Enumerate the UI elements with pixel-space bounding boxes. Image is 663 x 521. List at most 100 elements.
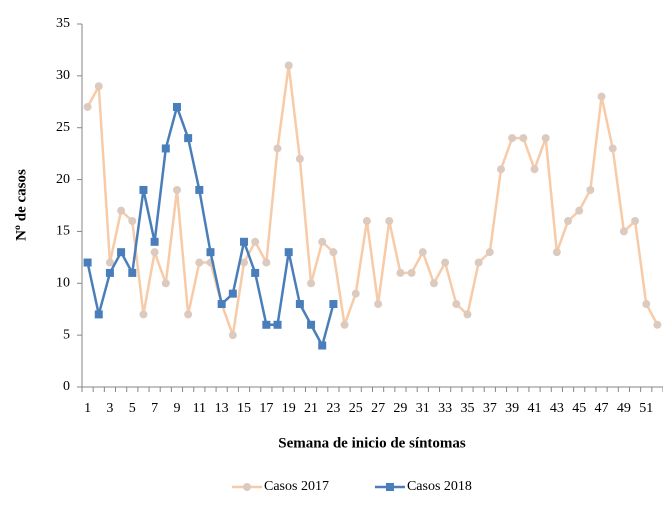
data-point [172, 185, 181, 194]
x-tick-label: 9 [173, 401, 180, 416]
data-point [418, 248, 427, 257]
x-tick-label: 15 [237, 401, 251, 416]
x-tick-label: 21 [304, 401, 318, 416]
data-point [273, 320, 282, 329]
legend-label: Casos 2018 [407, 479, 472, 494]
x-tick-label: 19 [282, 401, 296, 416]
data-point [307, 320, 316, 329]
data-point [105, 268, 114, 277]
x-tick-label: 47 [595, 401, 609, 416]
data-point [240, 237, 249, 246]
data-point [117, 248, 126, 257]
data-point [329, 300, 338, 309]
data-point [105, 258, 114, 267]
x-tick-label: 7 [151, 401, 158, 416]
data-point [541, 134, 550, 143]
x-tick-label: 17 [259, 401, 273, 416]
legend-label: Casos 2017 [264, 479, 329, 494]
data-point [374, 300, 383, 309]
data-point [117, 206, 126, 215]
data-point [240, 258, 249, 267]
data-point [284, 248, 293, 257]
data-point [530, 165, 539, 174]
data-point [351, 289, 360, 298]
x-tick-label: 49 [617, 401, 631, 416]
data-point [139, 310, 148, 319]
data-point [340, 320, 349, 329]
data-point [262, 320, 271, 329]
y-tick-label: 15 [56, 224, 70, 239]
data-point [441, 258, 450, 267]
x-tick-label: 27 [371, 401, 385, 416]
x-axis-label: Semana de inicio de síntomas [278, 435, 466, 451]
data-point [619, 227, 628, 236]
data-point [128, 217, 137, 226]
data-point [184, 134, 193, 143]
data-point [653, 320, 662, 329]
data-point [150, 237, 159, 246]
x-tick-label: 37 [483, 401, 497, 416]
data-point [318, 237, 327, 246]
data-point [128, 268, 137, 277]
x-tick-label: 43 [550, 401, 564, 416]
data-point [362, 217, 371, 226]
data-point [385, 217, 394, 226]
x-tick-label: 25 [349, 401, 363, 416]
data-point [195, 185, 204, 194]
y-tick-label: 10 [56, 276, 70, 291]
data-point [251, 268, 260, 277]
data-point [429, 279, 438, 288]
x-tick-label: 3 [106, 401, 113, 416]
x-tick-label: 39 [505, 401, 519, 416]
data-point [642, 300, 651, 309]
series-line [86, 105, 335, 347]
data-point [552, 248, 561, 257]
data-point [519, 134, 528, 143]
x-tick-label: 5 [129, 401, 136, 416]
data-point [564, 217, 573, 226]
data-point [597, 92, 606, 101]
x-tick-label: 13 [215, 401, 229, 416]
x-tick-label: 11 [193, 401, 206, 416]
data-point [161, 144, 170, 153]
data-point [83, 258, 92, 267]
data-point [508, 134, 517, 143]
data-point [407, 268, 416, 277]
data-point [485, 248, 494, 257]
data-point [474, 258, 483, 267]
data-point [307, 279, 316, 288]
data-point [396, 268, 405, 277]
y-tick-label: 20 [56, 172, 70, 187]
legend-marker [243, 483, 251, 491]
x-tick-label: 41 [528, 401, 542, 416]
series-line [86, 64, 659, 337]
y-tick-label: 25 [56, 120, 70, 135]
data-point [172, 102, 181, 111]
y-tick-label: 35 [56, 16, 70, 31]
data-point [217, 300, 226, 309]
data-point [262, 258, 271, 267]
data-point [329, 248, 338, 257]
x-tick-label: 51 [639, 401, 653, 416]
data-point [139, 185, 148, 194]
data-point [206, 248, 215, 257]
data-point [94, 310, 103, 319]
legend-marker [385, 483, 394, 491]
data-point [295, 154, 304, 163]
x-tick-label: 35 [460, 401, 474, 416]
data-point [83, 102, 92, 111]
y-tick-label: 5 [63, 327, 70, 342]
data-point [251, 237, 260, 246]
data-point [273, 144, 282, 153]
x-tick-label: 1 [84, 401, 91, 416]
data-point [496, 165, 505, 174]
x-tick-label: 31 [416, 401, 430, 416]
y-tick-label: 0 [63, 379, 70, 394]
data-point [295, 300, 304, 309]
data-point [284, 61, 293, 70]
data-point [318, 341, 327, 350]
data-point [195, 258, 204, 267]
data-point [228, 331, 237, 340]
data-point [184, 310, 193, 319]
